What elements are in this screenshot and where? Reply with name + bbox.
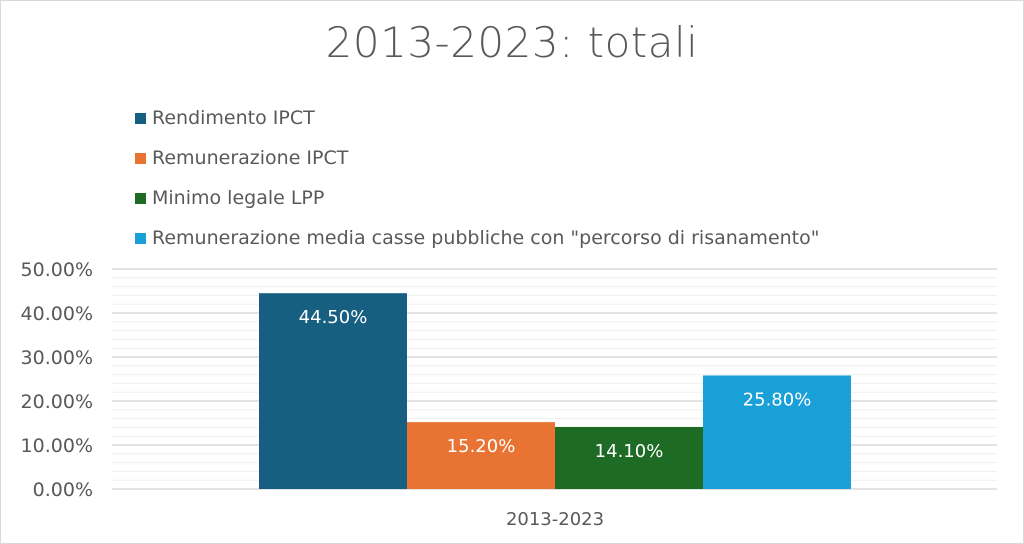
legend-label: Rendimento IPCT	[152, 107, 315, 129]
legend-label: Remunerazione media casse pubbliche con …	[152, 227, 820, 249]
data-label: 25.80%	[743, 389, 812, 410]
bar	[259, 293, 407, 489]
legend-item: Minimo legale LPP	[135, 178, 820, 218]
legend-item: Remunerazione media casse pubbliche con …	[135, 218, 820, 258]
x-tick-label: 2013-2023	[506, 509, 604, 530]
chart-title: 2013-2023: totali	[325, 18, 699, 67]
y-tick-label: 30.00%	[21, 347, 93, 369]
legend-swatch	[135, 192, 146, 204]
legend-swatch	[135, 112, 146, 124]
y-tick-label: 50.00%	[21, 259, 93, 281]
legend-item: Rendimento IPCT	[135, 98, 820, 138]
y-tick-label: 10.00%	[21, 435, 93, 457]
legend-label: Remunerazione IPCT	[152, 147, 349, 169]
y-tick-label: 20.00%	[21, 391, 93, 413]
legend-label: Minimo legale LPP	[152, 187, 325, 209]
bar	[555, 426, 703, 489]
legend-item: Remunerazione IPCT	[135, 138, 820, 178]
y-tick-label: 0.00%	[33, 479, 93, 501]
legend-swatch	[135, 232, 146, 244]
legend: Rendimento IPCT Remunerazione IPCT Minimo …	[135, 98, 820, 258]
data-label: 14.10%	[595, 441, 664, 462]
data-label: 15.20%	[447, 436, 516, 457]
legend-swatch	[135, 152, 146, 164]
bar	[407, 422, 555, 489]
data-label: 44.50%	[299, 307, 368, 328]
bar	[703, 375, 851, 489]
y-tick-label: 40.00%	[21, 303, 93, 325]
